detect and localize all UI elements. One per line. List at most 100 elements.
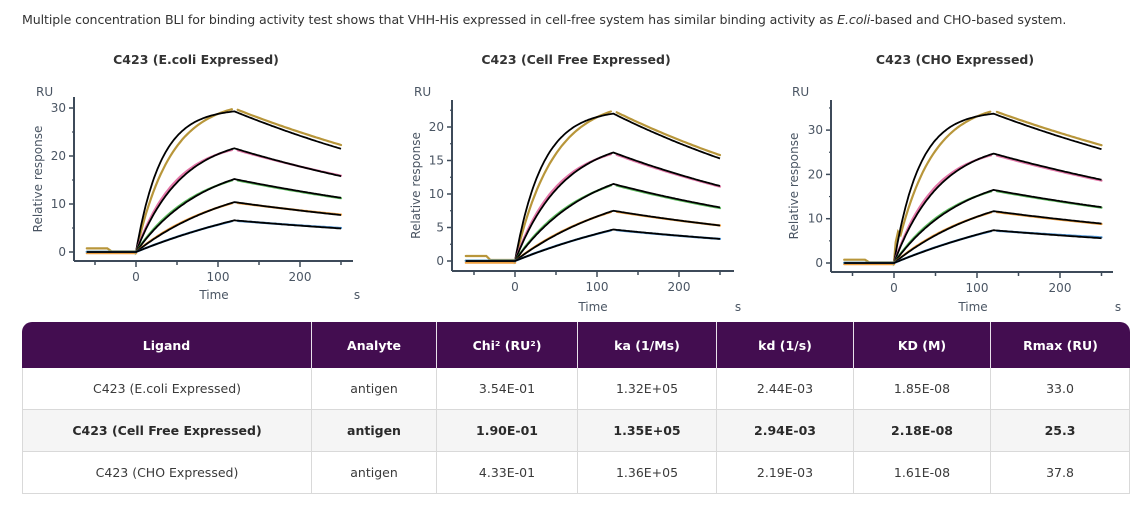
chart-1: C423 (E.coli Expressed) RU Relative respon… [31, 52, 360, 302]
caption-italic-ecoli: E.coli [837, 12, 871, 27]
x-axis-title: Time [957, 300, 987, 314]
figure-caption: Multiple concentration BLI for binding a… [22, 12, 1066, 27]
header-kd: kd (1/s) [717, 322, 854, 368]
cell-rmax: 33.0 [991, 368, 1130, 410]
x-axis-title: Time [198, 288, 228, 302]
cell-KD: 1.85E-08 [854, 368, 991, 410]
x-tick-label: 200 [668, 280, 691, 294]
cell-analyte: antigen [312, 368, 437, 410]
x-tick-label: 100 [207, 270, 230, 284]
y-tick-label: 10 [429, 187, 444, 201]
y-tick-label: 20 [429, 120, 444, 134]
cell-ligand: C423 (CHO Expressed) [22, 452, 312, 494]
data-curve-association [85, 179, 233, 256]
header-chi2: Chi² (RU²) [437, 322, 578, 368]
y-tick-label: 10 [808, 212, 823, 226]
fit-curve [86, 178, 342, 253]
x-tick-label: 200 [289, 270, 312, 284]
fit-curve [844, 210, 1102, 264]
fit-curve [844, 152, 1102, 264]
chart-3: C423 (CHO Expressed) RU Relative response T… [787, 52, 1121, 314]
table-row: C423 (CHO Expressed) antigen 4.33E-01 1.… [22, 452, 1130, 494]
chart-title: C423 (Cell Free Expressed) [481, 52, 670, 67]
cell-kd: 2.94E-03 [717, 410, 854, 452]
y-tick-label: 0 [815, 256, 823, 270]
data-curve-dissociation [995, 154, 1103, 182]
cell-ligand: C423 (Cell Free Expressed) [22, 410, 312, 452]
table-header-row: Ligand Analyte Chi² (RU²) ka (1/Ms) kd (… [22, 322, 1130, 368]
fit-curve [86, 219, 342, 253]
cell-KD: 2.18E-08 [854, 410, 991, 452]
x-unit-label: s [1115, 300, 1121, 314]
chart-2: C423 (Cell Free Expressed) RU Relative res… [409, 52, 741, 314]
cell-KD: 1.61E-08 [854, 452, 991, 494]
x-unit-label: s [735, 300, 741, 314]
fit-curve [86, 201, 342, 253]
chart-title: C423 (E.coli Expressed) [113, 52, 279, 67]
cell-kd: 2.44E-03 [717, 368, 854, 410]
data-curve-association [464, 184, 612, 265]
data-curve-dissociation [995, 110, 1103, 147]
x-tick-label: 100 [586, 280, 609, 294]
y-tick-label: 20 [51, 149, 66, 163]
x-axis-title: Time [577, 300, 607, 314]
data-curve-association [843, 110, 992, 264]
x-tick-label: 200 [1049, 281, 1072, 295]
table-row-highlighted: C423 (Cell Free Expressed) antigen 1.90E… [22, 410, 1130, 452]
chart-title: C423 (CHO Expressed) [876, 52, 1034, 67]
cell-rmax: 25.3 [991, 410, 1130, 452]
header-KD: KD (M) [854, 322, 991, 368]
y-tick-label: 30 [51, 101, 66, 115]
y-tick-label: 15 [429, 154, 444, 168]
header-rmax: Rmax (RU) [991, 322, 1130, 368]
y-tick-label: 10 [51, 197, 66, 211]
x-tick-label: 0 [511, 280, 519, 294]
y-tick-label: 30 [808, 123, 823, 137]
data-curve-association [85, 108, 233, 253]
cell-chi2: 1.90E-01 [437, 410, 578, 452]
y-tick-label: 0 [436, 254, 444, 268]
x-tick-label: 0 [132, 270, 140, 284]
cell-ligand: C423 (E.coli Expressed) [22, 368, 312, 410]
y-axis-title: Relative response [31, 126, 45, 233]
x-unit-label: s [354, 288, 360, 302]
y-tick-label: 0 [58, 245, 66, 259]
cell-kd: 2.19E-03 [717, 452, 854, 494]
y-tick-label: 5 [436, 221, 444, 235]
fit-curve [844, 189, 1102, 264]
fit-curve [465, 112, 721, 262]
header-analyte: Analyte [312, 322, 437, 368]
header-ka: ka (1/Ms) [578, 322, 717, 368]
fit-curve [465, 228, 721, 262]
cell-analyte: antigen [312, 452, 437, 494]
data-curve-dissociation [236, 108, 343, 147]
data-curve-dissociation [615, 111, 722, 157]
cell-ka: 1.35E+05 [578, 410, 717, 452]
x-tick-label: 100 [966, 281, 989, 295]
cell-chi2: 3.54E-01 [437, 368, 578, 410]
caption-text-end: -based and CHO-based system. [870, 12, 1067, 27]
fit-curve [86, 147, 342, 253]
fit-curve [844, 112, 1102, 264]
fit-curve [465, 151, 721, 262]
fit-curve [86, 110, 342, 253]
kinetics-table: Ligand Analyte Chi² (RU²) ka (1/Ms) kd (… [22, 322, 1130, 494]
table-row: C423 (E.coli Expressed) antigen 3.54E-01… [22, 368, 1130, 410]
x-tick-label: 0 [890, 281, 898, 295]
y-axis-title: Relative response [409, 132, 423, 239]
y-tick-label: 20 [808, 167, 823, 181]
fit-curve [465, 209, 721, 262]
caption-text-start: Multiple concentration BLI for binding a… [22, 12, 838, 27]
cell-ka: 1.32E+05 [578, 368, 717, 410]
y-axis-title: Relative response [787, 133, 801, 240]
cell-analyte: antigen [312, 410, 437, 452]
cell-chi2: 4.33E-01 [437, 452, 578, 494]
cell-ka: 1.36E+05 [578, 452, 717, 494]
y-unit-label: RU [414, 85, 431, 99]
cell-rmax: 37.8 [991, 452, 1130, 494]
data-curve-association [843, 190, 993, 267]
fit-curve [844, 229, 1102, 264]
fit-curve [465, 183, 721, 262]
y-unit-label: RU [792, 85, 809, 99]
bli-charts: C423 (E.coli Expressed) RU Relative respon… [31, 52, 1121, 314]
